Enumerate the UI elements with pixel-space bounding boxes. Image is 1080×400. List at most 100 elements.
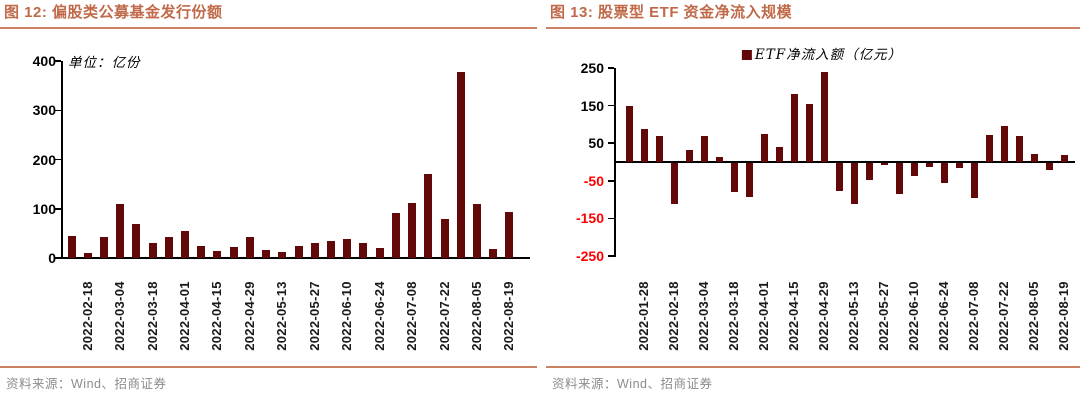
x-tick-label: 2022-05-13	[846, 281, 861, 351]
x-tick-label: 2022-03-18	[144, 281, 160, 351]
y-tick-label: -50	[583, 172, 604, 189]
x-tick-label: 2022-04-29	[241, 281, 257, 351]
x-tick-label: 2022-08-05	[1026, 281, 1041, 351]
x-tick-label: 2022-05-13	[274, 281, 290, 351]
y-tick-mark	[55, 208, 61, 210]
bar	[213, 251, 222, 258]
x-tick-label: 2022-07-22	[996, 281, 1011, 351]
x-tick-label: 2022-07-08	[966, 281, 981, 351]
bar	[955, 162, 963, 168]
y-tick-label: 0	[48, 250, 56, 266]
x-tick-label: 2022-06-10	[906, 281, 921, 351]
y-tick-mark	[608, 104, 614, 107]
bar	[910, 162, 918, 176]
bar	[310, 243, 319, 258]
x-tick-label: 2022-04-01	[756, 281, 771, 351]
bar	[391, 212, 400, 258]
bar	[262, 250, 271, 258]
y-tick-label: 100	[32, 200, 56, 217]
x-tick-label: 2022-05-27	[306, 281, 322, 351]
bar	[940, 162, 948, 184]
bar	[343, 238, 352, 258]
y-tick-label: -250	[575, 248, 604, 264]
x-tick-label: 2022-03-04	[112, 281, 128, 351]
x-tick-label: 2022-02-18	[666, 281, 681, 351]
x-tick-label: 2022-08-19	[501, 281, 517, 351]
x-tick-label: 2022-06-10	[339, 281, 355, 351]
x-tick-label: 2022-04-15	[786, 281, 801, 351]
y-tick-mark	[608, 255, 614, 257]
bar	[925, 162, 933, 167]
bar	[835, 162, 843, 191]
bar	[424, 174, 433, 258]
x-tick-label: 2022-08-05	[469, 281, 484, 351]
x-axis-line	[614, 161, 1075, 163]
x-tick-label: 2022-03-04	[696, 281, 711, 351]
bar	[99, 237, 108, 258]
x-tick-label: 2022-07-22	[436, 281, 452, 351]
bar	[327, 241, 336, 258]
y-tick-mark	[608, 217, 614, 220]
bar	[1030, 154, 1038, 162]
legend-swatch-icon	[741, 50, 752, 60]
y-tick-label: 250	[580, 60, 604, 76]
y-tick-label: 300	[32, 102, 56, 119]
bar	[148, 242, 157, 258]
bar	[440, 219, 449, 258]
bar	[1015, 136, 1023, 162]
x-tick-label: 2022-04-15	[209, 281, 225, 351]
y-tick-mark	[55, 109, 61, 111]
bar	[745, 162, 753, 197]
bar	[489, 249, 498, 258]
bar	[408, 202, 417, 258]
y-tick-mark	[608, 67, 614, 69]
fund-issuance-bar-chart: 单位：亿份 400 300 200 100 0 2022-02-18 2022-03-04 2…	[0, 30, 540, 371]
bar	[700, 135, 708, 162]
bar	[456, 71, 465, 258]
bar	[865, 162, 873, 181]
x-axis-line	[61, 257, 530, 259]
bar	[1000, 126, 1008, 162]
bar	[197, 245, 206, 258]
bar	[655, 135, 663, 162]
y-tick-mark	[55, 158, 61, 161]
x-tick-label: 2022-02-18	[79, 281, 95, 351]
bar	[229, 247, 238, 258]
bar	[294, 246, 303, 258]
bar	[164, 236, 173, 258]
bar	[67, 235, 76, 258]
x-tick-label: 2022-08-19	[1056, 281, 1071, 351]
x-tick-label: 2022-01-28	[636, 281, 651, 351]
bar	[278, 251, 287, 258]
bar	[790, 94, 798, 162]
figure-13-panel: 图 13: 股票型 ETF 资金净流入规模 ETF净流入额（亿元） 250 150…	[540, 0, 1080, 400]
legend-label: ETF净流入额（亿元）	[754, 47, 903, 63]
bar	[970, 162, 978, 198]
legend: ETF净流入额（亿元）	[741, 43, 903, 63]
bar	[775, 146, 783, 162]
y-tick-label: 400	[32, 53, 56, 69]
bar	[625, 105, 633, 162]
bar	[760, 133, 768, 162]
figure-12-title: 图 12: 偏股类公募基金发行份额	[0, 0, 537, 29]
y-tick-label: 50	[588, 135, 604, 152]
y-tick-mark	[55, 257, 61, 259]
y-tick-mark	[608, 180, 614, 182]
x-tick-label: 2022-05-27	[876, 281, 891, 351]
bar	[116, 203, 125, 258]
bar	[805, 103, 813, 162]
bar	[730, 162, 738, 193]
bar	[359, 242, 368, 258]
y-tick-label: 150	[580, 97, 604, 114]
bar	[83, 253, 92, 258]
bar	[640, 129, 648, 162]
y-axis-unit-label: 单位：亿份	[68, 55, 141, 71]
x-tick-label: 2022-04-01	[177, 281, 193, 351]
bar	[985, 134, 993, 162]
bar	[715, 156, 723, 162]
bar	[670, 162, 678, 205]
figure-12-panel: 图 12: 偏股类公募基金发行份额 单位：亿份 400 300 200 100 0 202…	[0, 0, 540, 391]
x-tick-label: 2022-07-08	[404, 281, 420, 351]
x-tick-label: 2022-03-18	[726, 281, 741, 351]
